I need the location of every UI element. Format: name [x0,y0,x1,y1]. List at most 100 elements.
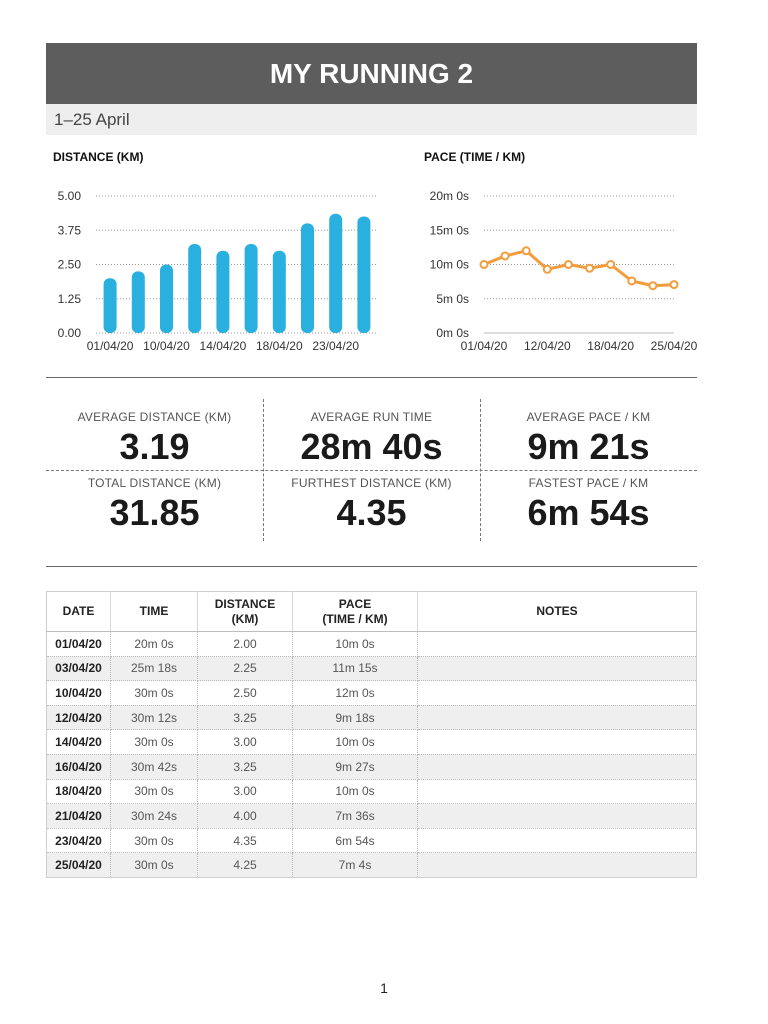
stat-value: 4.35 [336,492,407,533]
cell-date: 25/04/20 [46,852,111,878]
header-pace-line2: (TIME / KM) [322,611,388,626]
cell-distance: 4.35 [197,828,293,854]
cell-distance: 2.25 [197,656,293,682]
stat-fastest-pace: FASTEST PACE / KM 6m 54s [480,476,697,534]
cell-date: 23/04/20 [46,828,111,854]
cell-date: 14/04/20 [46,729,111,755]
distance-x-tick: 01/04/20 [87,339,134,353]
table-row: 23/04/20 30m 0s 4.35 6m 54s [46,828,697,854]
stat-value: 28m 40s [300,426,443,467]
distance-bar [244,243,258,333]
stat-total-distance: TOTAL DISTANCE (KM) 31.85 [46,476,263,534]
table-row: 03/04/20 25m 18s 2.25 11m 15s [46,656,697,682]
pace-series-line [483,249,675,288]
table-row: 01/04/20 20m 0s 2.00 10m 0s [46,631,697,657]
pace-x-tick: 01/04/20 [461,339,508,353]
cell-notes [417,779,697,805]
stat-value: 9m 21s [527,426,650,467]
header-pace: PACE (TIME / KM) [292,591,418,632]
cell-distance: 3.00 [197,729,293,755]
table-row: 25/04/20 30m 0s 4.25 7m 4s [46,852,697,878]
pace-point [521,246,531,256]
cell-date: 18/04/20 [46,779,111,805]
cell-time: 30m 42s [110,754,198,780]
pace-point [669,280,679,290]
distance-y-tick: 0.00 [58,326,82,340]
cell-time: 30m 0s [110,729,198,755]
stat-divider [46,470,697,471]
cell-pace: 7m 36s [292,803,418,829]
cell-notes [417,828,697,854]
distance-y-tick: 5.00 [58,189,82,203]
stats-panel: AVERAGE DISTANCE (KM) 3.19 AVERAGE RUN T… [46,399,697,541]
header-distance-line1: DISTANCE [214,596,276,611]
pace-x-tick: 25/04/20 [651,339,698,353]
stat-average-pace: AVERAGE PACE / KM 9m 21s [480,410,697,468]
stat-label: AVERAGE RUN TIME [310,410,433,424]
cell-notes [417,803,697,829]
header-time: TIME [110,591,198,632]
page-number: 1 [380,980,388,996]
cell-notes [417,680,697,706]
stat-value: 3.19 [119,426,190,467]
cell-notes [417,729,697,755]
distance-y-tick: 3.75 [58,223,82,237]
cell-notes [417,631,697,657]
header-distance: DISTANCE (KM) [197,591,293,632]
pace-point [585,263,595,273]
table-row: 16/04/20 30m 42s 3.25 9m 27s [46,754,697,780]
table-row: 10/04/20 30m 0s 2.50 12m 0s [46,680,697,706]
cell-time: 30m 0s [110,680,198,706]
stat-average-run-time: AVERAGE RUN TIME 28m 40s [263,410,480,468]
stat-label: TOTAL DISTANCE (KM) [87,476,222,490]
distance-bar [188,243,202,333]
pace-point [500,251,510,261]
pace-chart-title: PACE (TIME / KM) [424,150,526,164]
table-row: 14/04/20 30m 0s 3.00 10m 0s [46,729,697,755]
cell-distance: 2.50 [197,680,293,706]
distance-bar [329,213,343,333]
distance-bar [103,278,117,333]
pace-point [648,281,658,291]
distance-bar-chart: 0.00 1.25 2.50 3.75 5.00 01/04/20 10/04/20 14/0… [58,189,378,353]
cell-pace: 10m 0s [292,631,418,657]
cell-time: 20m 0s [110,631,198,657]
distance-bar [301,223,314,333]
date-range: 1–25 April [46,104,697,135]
cell-notes [417,656,697,682]
pace-point [627,276,637,286]
table-header-row: DATE TIME DISTANCE (KM) PACE (TIME / KM) N… [46,591,697,632]
table-row: 21/04/20 30m 24s 4.00 7m 36s [46,803,697,829]
distance-y-tick: 2.50 [58,258,82,272]
distance-bar [216,250,230,333]
cell-time: 30m 0s [110,779,198,805]
cell-date: 21/04/20 [46,803,111,829]
cell-date: 10/04/20 [46,680,111,706]
pace-line-chart: 0m 0s 5m 0s 10m 0s 15m 0s 20m 0s 01/04/20 12/0… [430,189,698,353]
pace-y-tick: 20m 0s [430,189,469,203]
table-row: 18/04/20 30m 0s 3.00 10m 0s [46,779,697,805]
cell-distance: 2.00 [197,631,293,657]
distance-x-tick: 14/04/20 [200,339,247,353]
distance-y-tick: 1.25 [58,292,82,306]
stat-label: AVERAGE PACE / KM [526,410,651,424]
pace-x-tick: 12/04/20 [524,339,571,353]
cell-distance: 3.25 [197,705,293,731]
header-distance-line2: (KM) [231,611,259,626]
cell-pace: 12m 0s [292,680,418,706]
distance-chart-title: DISTANCE (KM) [53,150,144,164]
pace-point [606,260,616,269]
pace-point [542,264,552,274]
cell-time: 30m 0s [110,852,198,878]
cell-pace: 6m 54s [292,828,418,854]
cell-date: 16/04/20 [46,754,111,780]
cell-notes [417,754,697,780]
pace-point [563,260,573,269]
stat-furthest-distance: FURTHEST DISTANCE (KM) 4.35 [263,476,480,534]
cell-date: 12/04/20 [46,705,111,731]
cell-time: 25m 18s [110,656,198,682]
header-pace-line1: PACE [338,596,372,611]
pace-point [479,260,489,269]
cell-distance: 4.25 [197,852,293,878]
cell-distance: 3.25 [197,754,293,780]
